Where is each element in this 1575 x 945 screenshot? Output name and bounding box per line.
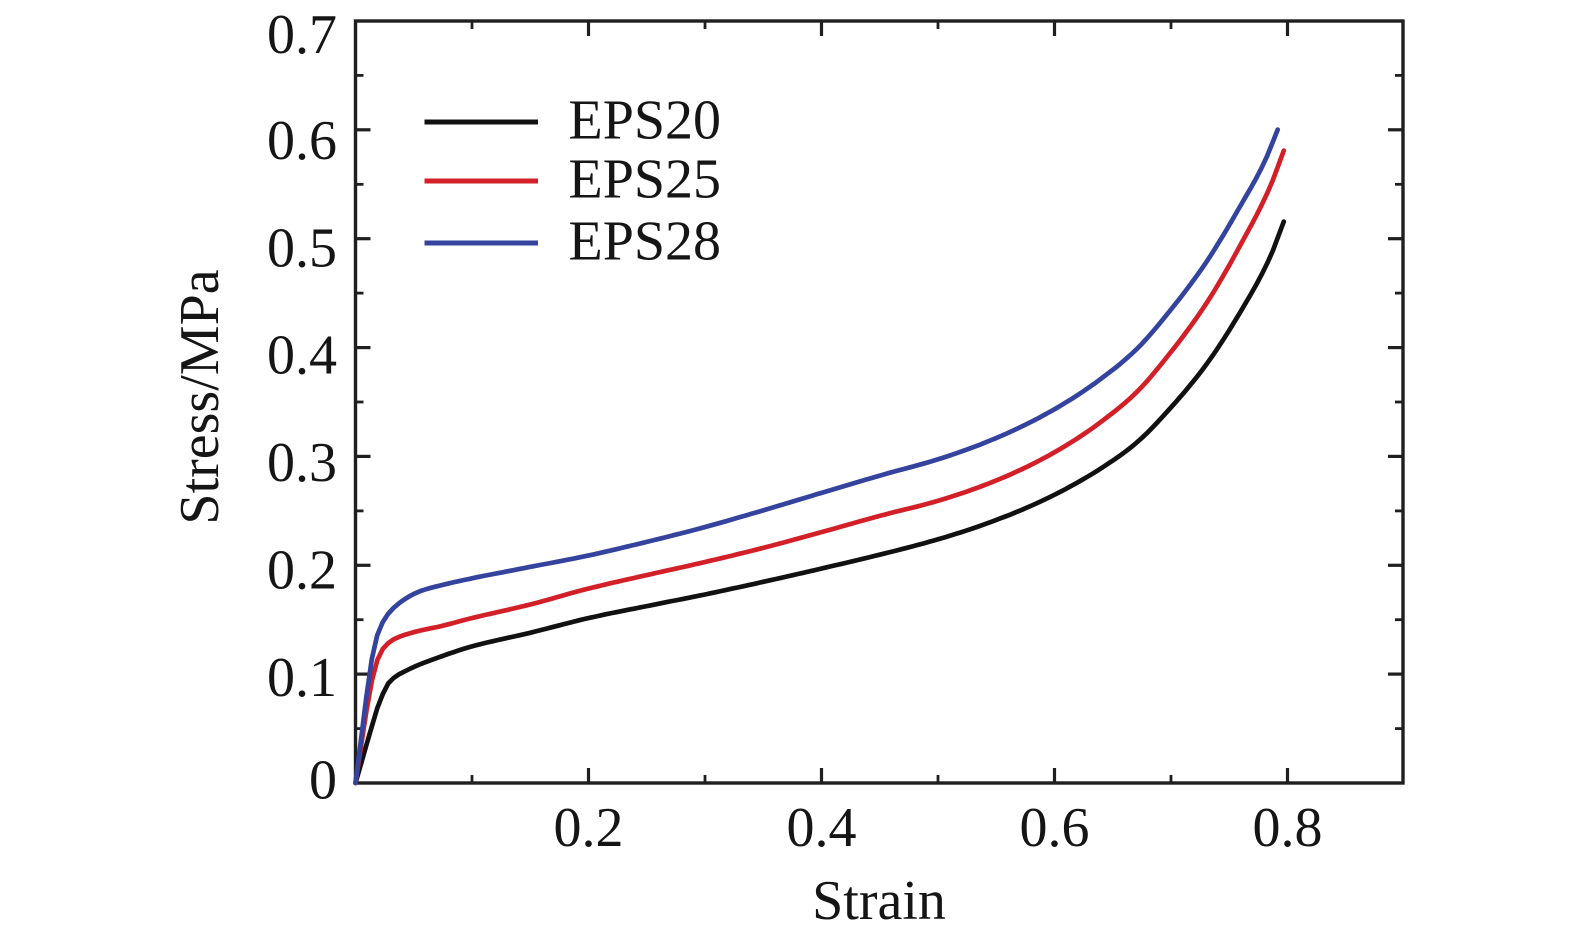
svg-text:0: 0 <box>309 749 337 811</box>
svg-text:EPS20: EPS20 <box>569 90 722 152</box>
svg-text:0.4: 0.4 <box>787 797 857 859</box>
svg-text:0.6: 0.6 <box>267 110 337 172</box>
svg-text:Stress/MPa: Stress/MPa <box>169 269 231 524</box>
svg-text:0.3: 0.3 <box>267 432 337 494</box>
svg-text:0.1: 0.1 <box>267 647 337 709</box>
svg-text:0.7: 0.7 <box>267 4 337 66</box>
svg-text:0.5: 0.5 <box>267 217 337 279</box>
svg-text:0.8: 0.8 <box>1253 797 1323 859</box>
svg-text:0.2: 0.2 <box>267 540 337 602</box>
svg-text:0.4: 0.4 <box>267 325 337 387</box>
svg-text:EPS25: EPS25 <box>569 149 722 211</box>
svg-text:0.2: 0.2 <box>554 797 624 859</box>
svg-text:Strain: Strain <box>812 870 946 932</box>
svg-text:EPS28: EPS28 <box>569 211 722 273</box>
svg-text:0.6: 0.6 <box>1020 797 1090 859</box>
